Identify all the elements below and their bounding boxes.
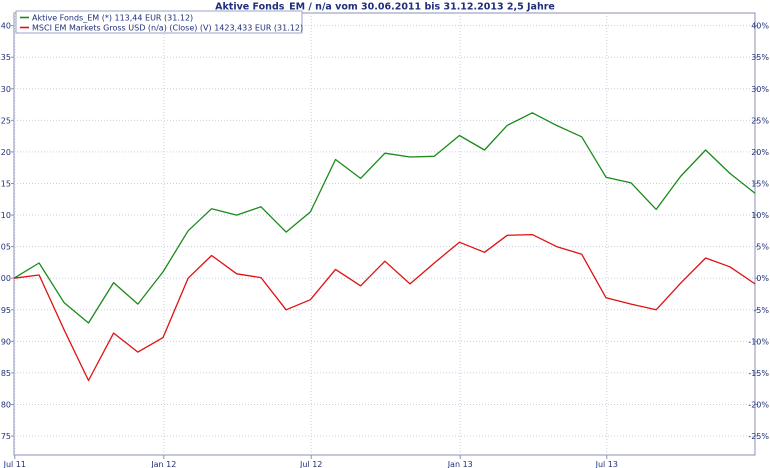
x-axis-tick-label: Jan 13 — [447, 460, 473, 468]
plot-area: 75 80 85 90 95 100 105 110 115 120 125 130 135 140 -25… — [0, 12, 769, 468]
left-axis-tick-label: 85 — [1, 369, 11, 378]
legend-box — [15, 10, 303, 34]
left-axis-tick-label: 95 — [1, 306, 11, 315]
series-line-index — [13, 233, 756, 382]
series-line-fund — [13, 112, 756, 324]
left-axis-tick-label: 120 — [0, 148, 11, 157]
right-axis-tick-label: 25% — [751, 116, 769, 125]
left-axis-tick-label: 90 — [1, 337, 11, 346]
right-axis-tick-label: 35% — [751, 53, 769, 62]
right-axis-tick-label: -5% — [753, 306, 769, 315]
right-axis-tick-label: 0% — [756, 274, 769, 283]
plot-frame — [13, 12, 756, 456]
left-axis-tick-label: 140 — [0, 22, 11, 31]
left-axis-tick-label: 100 — [0, 274, 11, 283]
left-axis-tick-label: 80 — [1, 400, 11, 409]
legend: Aktive Fonds_EM (*) 113,44 EUR (31.12) M… — [15, 10, 303, 34]
chart-title: Aktive Fonds_EM / n/a vom 30.06.2011 bis… — [215, 2, 555, 13]
right-axis-tick-label: -10% — [748, 337, 769, 346]
right-axis-tick-label: 20% — [751, 148, 769, 157]
x-axis-tick-label: Jul 13 — [595, 460, 618, 468]
right-axis-tick-label: -15% — [748, 369, 769, 378]
left-axis-tick-label: 115 — [0, 179, 11, 188]
right-axis-tick-label: -20% — [748, 400, 769, 409]
left-axis-tick-label: 75 — [1, 432, 11, 441]
right-axis-tick-label: 15% — [751, 179, 769, 188]
legend-label-fund: Aktive Fonds_EM (*) 113,44 EUR (31.12) — [32, 14, 193, 23]
x-axis-tick-label: Jul 12 — [299, 460, 322, 468]
left-axis-tick-label: 125 — [0, 116, 11, 125]
right-axis-tick-label: 30% — [751, 85, 769, 94]
left-axis-tick-label: 105 — [0, 243, 11, 252]
left-axis-tick-label: 135 — [0, 53, 11, 62]
left-axis-tick-label: 130 — [0, 85, 11, 94]
right-axis-tick-label: -25% — [748, 432, 769, 441]
x-axis-tick-label: Jan 12 — [150, 460, 176, 468]
right-axis-tick-label: 5% — [756, 243, 769, 252]
right-axis-tick-label: 40% — [751, 22, 769, 31]
right-axis-tick-label: 10% — [751, 211, 769, 220]
left-axis-tick-label: 110 — [0, 211, 11, 220]
x-axis-tick-label: Jul 11 — [3, 460, 26, 468]
legend-label-index: MSCI EM Markets Gross USD (n/a) (Close) … — [32, 24, 303, 33]
